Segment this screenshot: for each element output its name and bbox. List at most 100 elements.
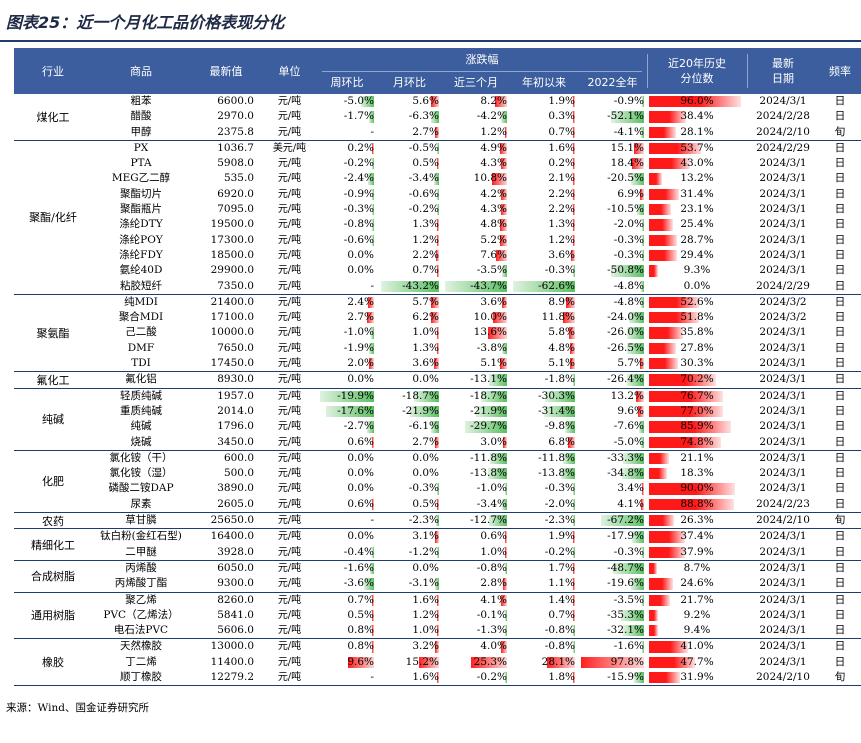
change-cell-ytd: 28.1% [510, 656, 578, 669]
change-bar-w [320, 390, 374, 402]
change-value-y22: 9.6% [617, 404, 644, 417]
change-bar-w [372, 436, 374, 448]
change-bar-ytd [563, 312, 575, 324]
change-value-w: 0.6% [347, 435, 374, 448]
change-cell-y22: 6.9% [578, 188, 647, 201]
frequency: 日 [834, 157, 846, 170]
change-cell-y22: -2.0% [578, 218, 647, 231]
change-cell-w: 9.6% [317, 656, 377, 669]
change-value-m: 0.5% [412, 157, 439, 170]
change-value-w: 0.0% [347, 467, 374, 480]
percentile-value: 29.4% [680, 248, 714, 261]
change-value-q: 4.3% [480, 203, 507, 216]
table-row: 轻质纯碱 1957.0 元/吨 -19.9% -18.7% -18.7% -30.3% 13.… [14, 389, 861, 404]
table-row: PVC（乙烯法） 5841.0 元/吨 0.5% 1.2% -0.1% 0.7% -35.3%… [14, 608, 861, 623]
change-cell-q: 7.6% [442, 249, 510, 262]
change-bar-q [505, 609, 507, 622]
latest-value: 535.0 [223, 172, 254, 185]
percentile-bar [649, 656, 695, 668]
latest-value: 17300.0 [210, 233, 254, 246]
change-cell-m: -18.7% [377, 390, 442, 403]
percentile-cell: 9.3% [649, 264, 745, 277]
change-value-q: 4.8% [480, 218, 507, 231]
change-value-w: -3.6% [343, 577, 374, 590]
product-name: 钛白粉(金红石型) [100, 530, 182, 543]
latest-value: 600.0 [223, 451, 254, 464]
percentile-cell: 23.1% [649, 203, 745, 216]
change-cell-m: -6.1% [377, 420, 442, 433]
unit: 元/吨 [277, 641, 302, 653]
change-value-ytd: 3.6% [548, 248, 575, 261]
percentile-cell: 8.7% [649, 562, 745, 575]
change-cell-m: -0.2% [377, 203, 442, 216]
change-cell-y22: -4.8% [578, 296, 647, 309]
header-vsep [747, 54, 748, 88]
change-value-m: -18.7% [402, 389, 439, 402]
change-value-y22: -0.3% [613, 545, 644, 558]
unit: 元/吨 [277, 296, 302, 308]
change-bar-m [431, 296, 439, 309]
change-bar-y22 [632, 531, 644, 543]
percentile-bar [649, 421, 732, 433]
change-value-w: 0.8% [347, 624, 374, 637]
change-value-m: 2.2% [412, 248, 439, 261]
change-cell-y22: 13.2% [578, 390, 647, 403]
table-row: 己二酸 10000.0 元/吨 -1.0% 1.0% 13.6% 5.8% -26.0% 35.… [14, 325, 861, 340]
change-bar-q [445, 280, 507, 292]
change-value-q: -0.8% [476, 561, 507, 574]
percentile-value: 26.3% [680, 514, 714, 527]
change-cell-y22: -67.2% [578, 514, 647, 527]
product-name: 烧碱 [130, 435, 152, 448]
change-value-ytd: 4.8% [548, 341, 575, 354]
change-bar-y22 [639, 421, 644, 433]
change-bar-q [499, 234, 507, 246]
latest-value: 5908.0 [217, 157, 254, 170]
change-bar-w [371, 641, 374, 653]
percentile-cell: 38.4% [649, 110, 745, 123]
change-bar-q [502, 436, 507, 448]
percentile-bar [649, 625, 659, 637]
latest-value: 3450.0 [217, 435, 254, 448]
latest-date: 2024/2/10 [756, 670, 810, 683]
change-bar-ytd [545, 390, 575, 402]
latest-value: 6050.0 [217, 561, 254, 574]
percentile-value: 96.0% [680, 95, 714, 107]
latest-date: 2024/3/1 [759, 530, 807, 543]
percentile-cell: 47.7% [649, 656, 745, 669]
percentile-value: 0.0% [683, 279, 711, 292]
percentile-value: 25.4% [680, 218, 714, 231]
frequency: 日 [834, 233, 846, 246]
change-value-ytd: 1.6% [548, 141, 575, 154]
frequency: 日 [834, 545, 846, 558]
change-cell-q: -29.7% [442, 420, 510, 433]
product-name: 氯化铵（干） [109, 451, 173, 464]
percentile-bar [649, 531, 685, 543]
percentile-bar [649, 405, 723, 418]
frequency: 日 [834, 110, 846, 123]
frequency: 日 [834, 640, 846, 653]
change-cell-m: 3.6% [377, 357, 442, 370]
change-cell-ytd: -0.3% [510, 264, 578, 277]
change-value-m: 1.6% [412, 670, 439, 683]
change-bar-y22 [642, 249, 644, 262]
latest-date: 2024/3/1 [759, 608, 807, 621]
change-bar-y22 [642, 234, 644, 246]
table-row: 粘胶短纤 7350.0 元/吨 - -43.2% -43.7% -62.6% -4.8% 0.0… [14, 279, 861, 294]
title-rule [0, 40, 861, 42]
change-value-ytd: -0.2% [544, 545, 575, 558]
percentile-value: 35.8% [680, 326, 714, 339]
frequency: 日 [834, 311, 846, 324]
latest-value: 17100.0 [210, 311, 254, 324]
change-bar-m [436, 671, 439, 684]
change-bar-q [501, 342, 507, 355]
change-bar-y22 [642, 641, 644, 653]
change-bar-y22 [623, 625, 644, 637]
percentile-value: 85.9% [680, 420, 714, 433]
change-value-ytd: 2.2% [548, 203, 575, 216]
change-value-w: 0.5% [347, 608, 374, 621]
unit: 元/吨 [277, 656, 302, 668]
change-cell-w: 0.0% [317, 467, 377, 480]
unit: 元/吨 [277, 421, 302, 433]
change-bar-q [505, 625, 507, 637]
product-name: 粘胶短纤 [120, 279, 162, 292]
